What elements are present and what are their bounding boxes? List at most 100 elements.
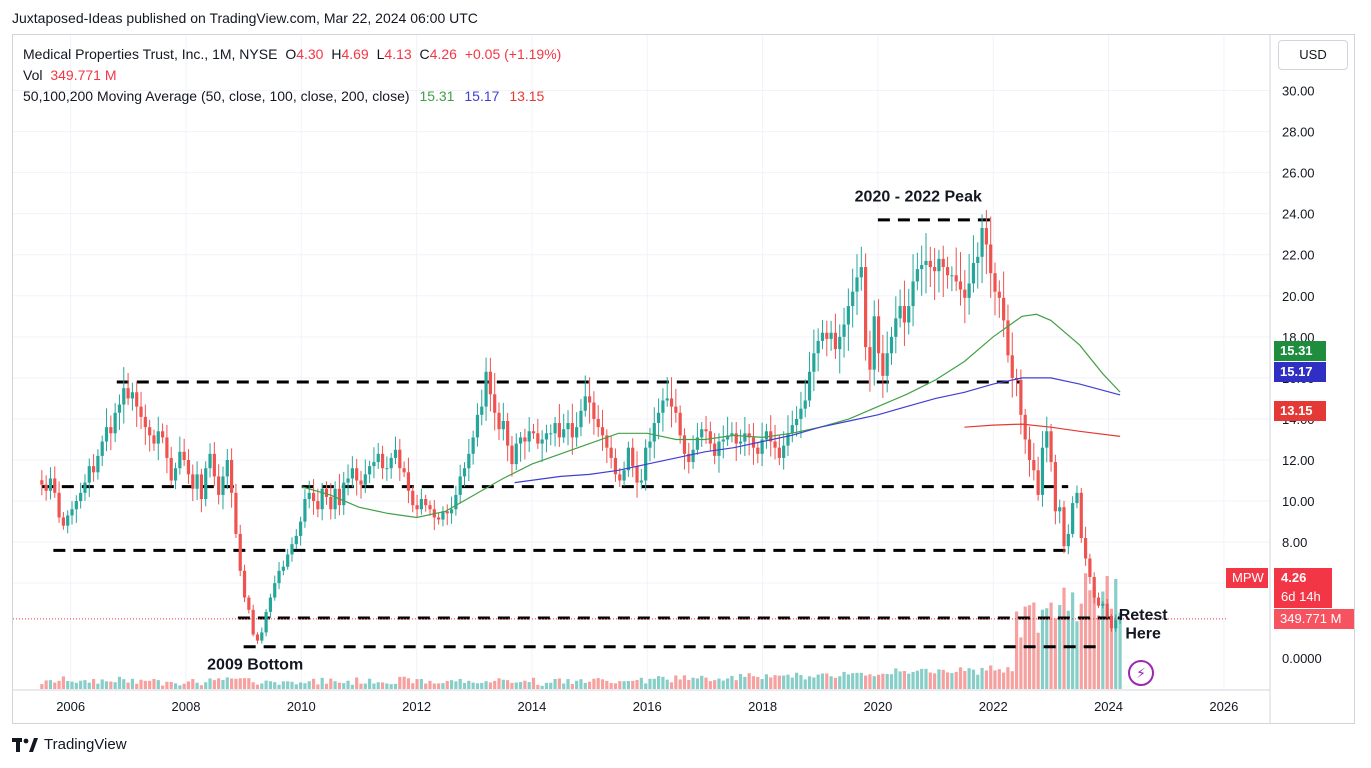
volume-bar (902, 671, 907, 689)
candle-body (734, 433, 738, 444)
volume-bar (113, 682, 117, 689)
candle-body (1101, 603, 1105, 606)
candle-body (864, 267, 868, 348)
volume-bar (493, 680, 497, 689)
candle-body (816, 340, 820, 354)
volume-bar (156, 680, 160, 689)
volume-bar (1071, 592, 1075, 689)
candle-body (484, 371, 488, 407)
candle (807, 351, 812, 407)
volume-bar (182, 683, 186, 689)
volume-bar (807, 676, 812, 689)
candle (169, 446, 173, 486)
candle (1066, 524, 1070, 555)
candle (777, 435, 781, 466)
candle (1010, 332, 1014, 398)
candle (1105, 598, 1109, 619)
candle (587, 377, 592, 424)
volume-bar (355, 677, 359, 689)
y-tick-label: 12.00 (1282, 453, 1315, 468)
candle-body (368, 466, 372, 475)
candle (575, 412, 579, 447)
candle (74, 495, 78, 523)
bolt-icon[interactable]: ⚡ (1128, 660, 1154, 686)
volume-bar (920, 668, 924, 689)
volume-bar (557, 678, 561, 689)
candle-body (40, 480, 44, 485)
volume-bar (471, 682, 475, 689)
volume-bar (212, 680, 216, 689)
candle-body (704, 429, 708, 432)
candle-body (812, 353, 816, 372)
volume-bar (868, 674, 872, 689)
candle-body (570, 423, 574, 438)
volume-bar (889, 674, 894, 689)
candle-body (441, 511, 445, 520)
volume-bar (294, 684, 298, 689)
candle-body (208, 453, 212, 469)
x-tick-label: 2010 (287, 699, 316, 714)
candle (57, 481, 61, 523)
y-tick-label: 20.00 (1282, 289, 1315, 304)
candle-body (139, 406, 143, 417)
candle (971, 235, 976, 293)
candle (290, 537, 294, 562)
volume-bar (833, 677, 838, 689)
close-value: 4.26 (429, 46, 457, 62)
volume-bar (562, 683, 566, 689)
candle (480, 389, 484, 426)
candle-body (109, 427, 113, 434)
volume-bar (527, 682, 531, 689)
y-tick-label: 24.00 (1282, 207, 1315, 222)
candle (139, 391, 143, 430)
candle-body (143, 416, 147, 428)
volume-bar (1109, 608, 1114, 689)
volume-bar (204, 682, 208, 689)
candle-body (738, 441, 743, 444)
candle-body (393, 449, 398, 458)
volume-bar (402, 676, 406, 689)
candle (648, 427, 652, 462)
candle-body (622, 470, 626, 481)
volume-bar (441, 683, 445, 689)
y-tick-label: 30.00 (1282, 84, 1315, 99)
volume-bar (928, 672, 932, 689)
volume-bar (933, 673, 937, 689)
candle (803, 379, 807, 418)
candle (122, 367, 126, 424)
candle-body (281, 566, 285, 571)
candle-body (639, 480, 643, 483)
candle-body (419, 499, 423, 510)
candle-body (575, 427, 579, 438)
volume-bar (945, 672, 950, 689)
candle-body (221, 476, 225, 495)
candle-body (225, 460, 229, 477)
candle (911, 254, 915, 327)
candle (1002, 271, 1006, 338)
volume-bar (255, 684, 260, 689)
footer-brand[interactable]: TradingView (12, 736, 127, 753)
volume-bar (523, 680, 527, 689)
volume-bar (700, 675, 704, 689)
volume-bar (160, 685, 165, 689)
volume-bar (894, 668, 898, 689)
volume-bar (148, 680, 152, 689)
candle-body (989, 244, 993, 274)
volume-bar (812, 677, 816, 689)
grid (13, 35, 1270, 690)
volume-bar (730, 675, 734, 689)
candle (173, 462, 178, 490)
candle-body (510, 445, 514, 465)
volume-bar (790, 677, 794, 689)
candle (419, 488, 423, 515)
candle-body (963, 289, 967, 298)
volume-bar (91, 679, 96, 689)
candle (221, 466, 225, 510)
x-tick-label: 2012 (402, 699, 431, 714)
volume-bar (816, 674, 820, 689)
candle-body (376, 453, 380, 463)
candle-body (294, 535, 298, 545)
currency-button[interactable]: USD (1278, 40, 1348, 70)
candle (432, 500, 436, 531)
